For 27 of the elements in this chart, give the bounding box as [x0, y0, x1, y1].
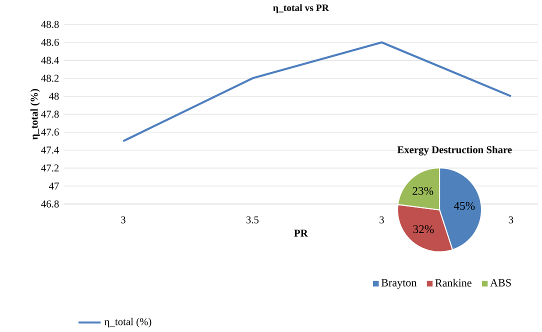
- data-label: 32%: [413, 225, 434, 234]
- x-tick-label: 3: [508, 216, 514, 224]
- y-tick-label: 47.8: [41, 110, 59, 118]
- x-tick-label: 3: [121, 216, 126, 224]
- y-tick-label: 47: [48, 182, 59, 190]
- y-tick-label: 48.4: [41, 56, 60, 64]
- y-tick-label: 48.6: [41, 38, 59, 46]
- y-tick-label: 47.4: [41, 146, 60, 154]
- legend-label: ABS: [490, 279, 511, 287]
- chart-title: η_total vs PR: [273, 4, 329, 14]
- y-tick-label: 48: [48, 92, 59, 100]
- y-tick-label: 47.6: [41, 128, 59, 136]
- legend-label: η_total (%): [104, 318, 152, 328]
- legend-label: Rankine: [435, 278, 472, 287]
- x-axis-title: PR: [294, 230, 308, 237]
- data-label: 45%: [454, 202, 475, 210]
- data-label: 23%: [412, 187, 434, 196]
- x-tick-label: 3: [380, 216, 384, 224]
- x-tick-label: 3.5: [246, 216, 259, 224]
- y-tick-label: 48.8: [41, 20, 59, 28]
- chart-title: Exergy Destruction Share: [397, 146, 512, 156]
- y-tick-label: 46.8: [41, 200, 59, 208]
- y-tick-label: 48.2: [41, 74, 59, 82]
- y-axis-title: η_total (%): [30, 89, 40, 140]
- legend-label: Brayton: [381, 279, 417, 289]
- y-tick-label: 47.2: [41, 164, 59, 172]
- line-series: [122, 41, 512, 142]
